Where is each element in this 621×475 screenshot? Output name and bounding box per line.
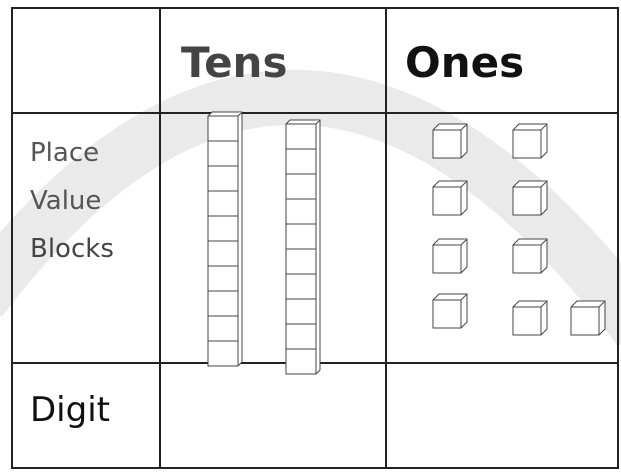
- cube: [432, 293, 468, 329]
- cube: [432, 123, 468, 159]
- row-label: Place: [30, 138, 99, 168]
- row-label: Value: [30, 186, 101, 216]
- cube-edge: [433, 238, 468, 273]
- cube-edge: [433, 293, 468, 328]
- place-value-blocks: [207, 111, 606, 375]
- cube: [512, 238, 548, 274]
- cube: [512, 123, 548, 159]
- header-cell: Ones: [405, 38, 524, 87]
- table-border: [11, 7, 619, 469]
- cube: [432, 180, 468, 216]
- cube: [512, 300, 548, 336]
- row-label: Blocks: [30, 234, 114, 264]
- cube-edge: [513, 238, 548, 273]
- cube-edge: [513, 300, 548, 335]
- cube: [570, 300, 606, 336]
- cube-edge: [571, 300, 606, 335]
- rod: [285, 119, 321, 375]
- cube-edge: [433, 123, 468, 158]
- cube-edge: [433, 180, 468, 215]
- cube-edge: [513, 123, 548, 158]
- header-cell: Tens: [181, 38, 287, 87]
- cube-edge: [513, 180, 548, 215]
- cube: [512, 180, 548, 216]
- row-label: Digit: [30, 390, 110, 430]
- watermark: [0, 69, 621, 347]
- rod: [207, 111, 243, 367]
- cube: [432, 238, 468, 274]
